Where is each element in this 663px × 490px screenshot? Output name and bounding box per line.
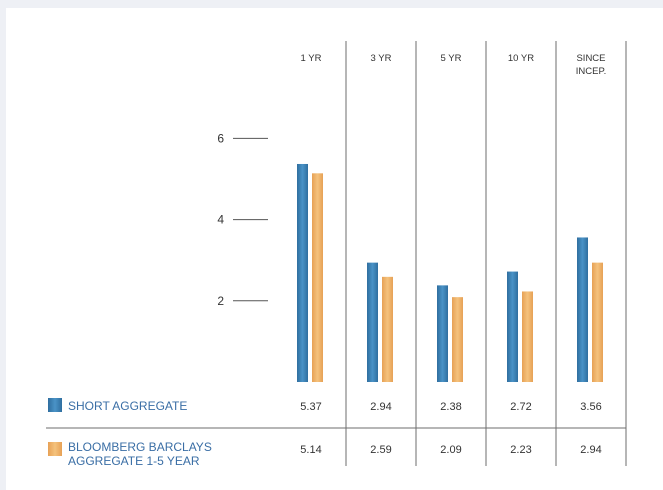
value-rows: 5.37 2.94 2.38 2.72 3.56 5.14 2.59 2.09 2.23 2.94 bbox=[300, 401, 601, 456]
y-tick-label-6: 6 bbox=[217, 131, 224, 145]
column-header-since-incep-line2: INCEP. bbox=[576, 66, 606, 77]
value-short-aggregate-1-yr: 5.37 bbox=[300, 401, 321, 413]
bar-short-aggregate-5-yr bbox=[437, 285, 448, 382]
column-separators bbox=[46, 41, 627, 466]
legend-swatch-bloomberg-barclays bbox=[48, 442, 62, 456]
column-header-1-yr: 1 YR bbox=[301, 53, 322, 64]
value-bloomberg-barclays-5-yr: 2.09 bbox=[440, 444, 461, 456]
y-axis: 2 4 6 bbox=[217, 131, 268, 308]
bar-bloomberg-barclays-3-yr bbox=[382, 276, 393, 382]
column-headers: 1 YR 3 YR 5 YR 10 YR SINCE INCEP. bbox=[301, 53, 607, 77]
column-header-5-yr: 5 YR bbox=[441, 53, 462, 64]
bar-short-aggregate-10-yr bbox=[507, 271, 518, 382]
bar-bloomberg-barclays-1-yr bbox=[312, 173, 323, 382]
value-short-aggregate-since-incep: 3.56 bbox=[580, 401, 601, 413]
bar-short-aggregate-3-yr bbox=[367, 262, 378, 382]
legend-label-bloomberg-barclays-line2: AGGREGATE 1-5 YEAR bbox=[68, 454, 200, 468]
y-tick-label-2: 2 bbox=[217, 294, 224, 308]
value-bloomberg-barclays-1-yr: 5.14 bbox=[300, 444, 321, 456]
bar-bloomberg-barclays-5-yr bbox=[452, 297, 463, 382]
value-short-aggregate-10-yr: 2.72 bbox=[510, 401, 531, 413]
value-bloomberg-barclays-since-incep: 2.94 bbox=[580, 444, 601, 456]
bar-chart: 1 YR 3 YR 5 YR 10 YR SINCE INCEP. 2 4 6 5.37 2.9… bbox=[46, 41, 627, 468]
legend-label-bloomberg-barclays: BLOOMBERG BARCLAYS AGGREGATE 1-5 YEAR bbox=[68, 440, 212, 468]
legend-label-short-aggregate: SHORT AGGREGATE bbox=[68, 399, 187, 413]
value-short-aggregate-3-yr: 2.94 bbox=[370, 401, 391, 413]
bar-bloomberg-barclays-10-yr bbox=[522, 291, 533, 382]
legend-swatch-short-aggregate bbox=[48, 398, 62, 412]
value-short-aggregate-5-yr: 2.38 bbox=[440, 401, 461, 413]
value-bloomberg-barclays-10-yr: 2.23 bbox=[510, 444, 531, 456]
chart-card: 1 YR 3 YR 5 YR 10 YR SINCE INCEP. 2 4 6 5.37 2.9… bbox=[6, 8, 663, 490]
legend: SHORT AGGREGATE BLOOMBERG BARCLAYS AGGREG… bbox=[48, 398, 212, 468]
column-header-3-yr: 3 YR bbox=[371, 53, 392, 64]
legend-label-bloomberg-barclays-line1: BLOOMBERG BARCLAYS bbox=[68, 440, 212, 454]
bar-short-aggregate-since-incep bbox=[577, 237, 588, 382]
bar-short-aggregate-1-yr bbox=[297, 163, 308, 382]
column-header-10-yr: 10 YR bbox=[508, 53, 534, 64]
y-tick-label-4: 4 bbox=[217, 213, 224, 227]
bar-bloomberg-barclays-since-incep bbox=[592, 262, 603, 382]
bars bbox=[297, 163, 603, 382]
column-header-since-incep-line1: SINCE bbox=[576, 53, 605, 64]
value-bloomberg-barclays-3-yr: 2.59 bbox=[370, 444, 391, 456]
